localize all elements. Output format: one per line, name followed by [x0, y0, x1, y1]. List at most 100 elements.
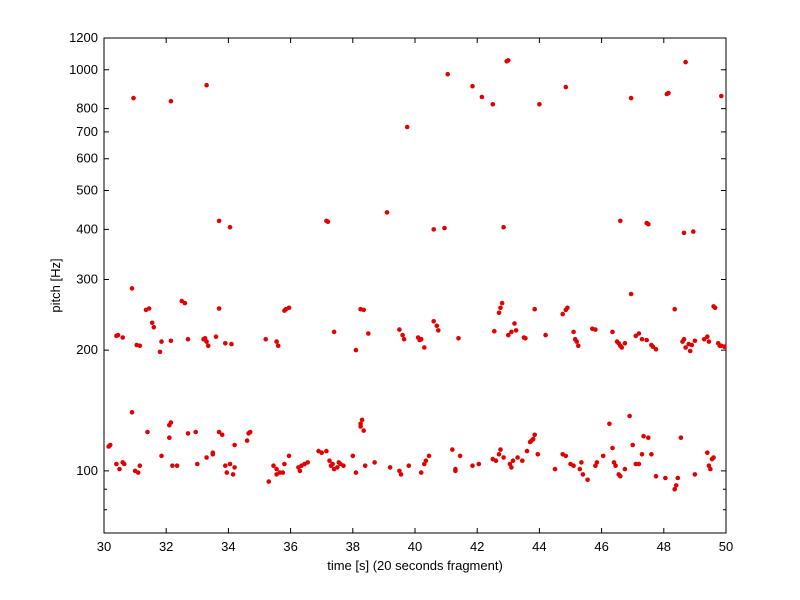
- data-point: [230, 472, 236, 477]
- x-axis: 30 32 34 36 38 40 42 44 46 48 50: [97, 38, 733, 554]
- data-point: [274, 466, 279, 472]
- data-point: [418, 470, 424, 475]
- data-point: [506, 58, 511, 63]
- data-point: [627, 413, 632, 419]
- data-point: [678, 435, 684, 441]
- data-point: [137, 343, 143, 349]
- y-tick-label: 500: [76, 183, 98, 198]
- data-point: [193, 429, 198, 435]
- data-point: [470, 463, 475, 469]
- data-point: [501, 455, 506, 460]
- data-point: [692, 472, 698, 477]
- data-point: [331, 329, 337, 335]
- data-point: [146, 306, 152, 311]
- data-point: [498, 447, 503, 452]
- data-point: [358, 421, 363, 427]
- data-point: [613, 463, 618, 469]
- data-point: [151, 325, 157, 330]
- data-point: [649, 452, 654, 457]
- data-point: [705, 334, 710, 340]
- x-tick-label: 44: [532, 539, 546, 554]
- data-point: [157, 349, 163, 355]
- data-point: [530, 436, 536, 442]
- data-point: [398, 472, 404, 477]
- data-point: [266, 479, 272, 484]
- data-point: [610, 445, 615, 451]
- data-point: [431, 227, 437, 232]
- data-point: [622, 466, 628, 472]
- data-point: [501, 224, 506, 230]
- data-point: [305, 460, 311, 465]
- data-point: [457, 453, 463, 459]
- data-point: [263, 336, 269, 342]
- x-tick-label: 36: [283, 539, 297, 554]
- data-point: [513, 328, 519, 333]
- data-point: [423, 458, 429, 464]
- data-point: [580, 472, 586, 477]
- data-point: [224, 470, 230, 475]
- x-tick-label: 40: [408, 539, 422, 554]
- y-tick-label: 800: [76, 101, 98, 116]
- data-point: [353, 347, 359, 353]
- data-point: [400, 332, 405, 338]
- y-tick-label: 1000: [69, 62, 98, 77]
- data-point: [445, 71, 451, 77]
- data-point: [213, 334, 219, 340]
- x-tick-label: 32: [159, 539, 173, 554]
- data-point: [594, 460, 600, 465]
- data-point: [493, 458, 499, 464]
- data-point: [689, 342, 695, 348]
- data-point: [145, 429, 150, 435]
- data-point: [666, 90, 671, 96]
- data-point: [325, 219, 331, 224]
- data-point: [117, 466, 122, 472]
- data-point: [560, 311, 565, 317]
- data-point: [232, 442, 237, 448]
- data-point: [510, 458, 516, 464]
- data-point: [644, 337, 649, 343]
- data-point: [286, 305, 292, 311]
- data-point: [216, 306, 222, 311]
- data-point: [227, 224, 233, 230]
- data-point: [706, 339, 712, 344]
- data-point: [722, 344, 727, 350]
- data-point: [401, 336, 407, 342]
- data-point: [708, 466, 713, 472]
- data-point: [509, 465, 514, 470]
- data-point: [532, 432, 537, 438]
- data-point: [422, 345, 427, 350]
- data-point: [712, 305, 718, 311]
- data-point: [168, 420, 174, 425]
- y-tick-label: 100: [76, 463, 98, 478]
- data-point: [691, 229, 696, 234]
- data-point: [653, 347, 659, 352]
- data-point: [115, 332, 121, 338]
- data-point: [168, 338, 174, 344]
- data-point: [350, 453, 356, 459]
- data-point: [436, 328, 441, 333]
- data-point: [319, 450, 325, 456]
- data-point: [359, 417, 365, 423]
- x-axis-label: time [s] (20 seconds fragment): [327, 558, 503, 573]
- data-point: [681, 230, 687, 236]
- data-point: [633, 333, 639, 339]
- data-point: [610, 329, 615, 335]
- data-point: [675, 475, 681, 481]
- data-point: [120, 335, 125, 340]
- data-point: [628, 291, 634, 297]
- data-point: [434, 323, 440, 329]
- y-tick-label: 1200: [69, 30, 98, 45]
- data-point: [404, 124, 410, 130]
- data-point: [341, 463, 346, 469]
- data-point: [532, 306, 537, 312]
- data-point: [223, 463, 228, 469]
- data-point: [185, 336, 191, 342]
- data-point: [470, 83, 475, 89]
- data-point: [361, 428, 367, 433]
- data-point: [576, 343, 581, 349]
- data-points: [106, 58, 727, 492]
- y-tick-label: 700: [76, 124, 98, 139]
- data-point: [372, 460, 377, 465]
- y-tick-label: 600: [76, 151, 98, 166]
